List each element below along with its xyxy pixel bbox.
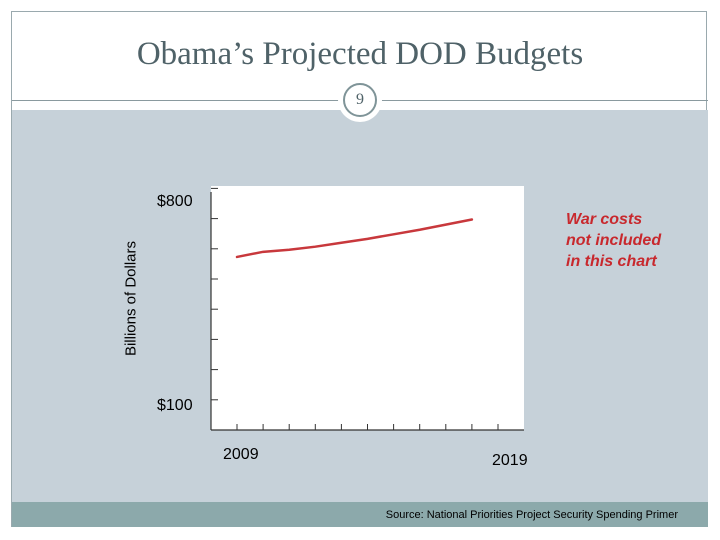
budget-line [235,218,474,259]
annotation-line: in this chart [566,253,657,270]
source-text: Source: National Priorities Project Secu… [385,509,678,521]
plot-area [211,186,524,430]
annotation-line: War costs [566,211,643,228]
chart-annotation: War costs not included in this chart [566,209,661,272]
x-tick-label-start: 2009 [223,446,259,463]
y-tick-label-top: $800 [157,193,193,210]
page-number-badge: 9 [338,78,382,122]
x-tick-label-end: 2019 [492,452,528,469]
slide-title: Obama’s Projected DOD Budgets [136,36,584,72]
annotation-line: not included [566,232,662,249]
page-number: 9 [343,83,377,117]
footer-band: Source: National Priorities Project Secu… [12,502,708,527]
y-tick-label-bottom: $100 [157,397,193,414]
